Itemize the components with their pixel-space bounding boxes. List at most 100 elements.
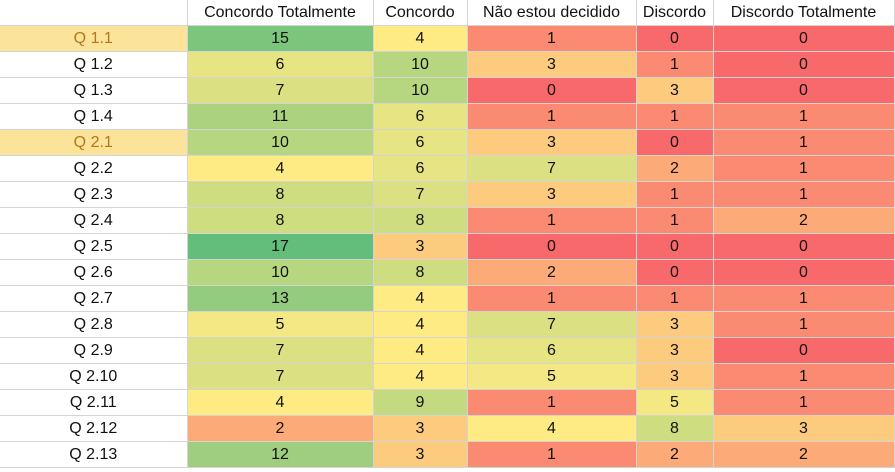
value-cell[interactable]: 0: [713, 51, 895, 78]
value-cell[interactable]: 0: [636, 259, 714, 286]
value-cell[interactable]: 5: [187, 311, 374, 338]
value-cell[interactable]: 15: [187, 25, 374, 52]
value-cell[interactable]: 3: [467, 129, 637, 156]
value-cell[interactable]: 4: [373, 363, 468, 390]
value-cell[interactable]: 1: [467, 207, 637, 234]
value-cell[interactable]: 6: [467, 337, 637, 364]
value-cell[interactable]: 4: [373, 311, 468, 338]
value-cell[interactable]: 3: [636, 337, 714, 364]
value-cell[interactable]: 10: [373, 77, 468, 104]
value-cell[interactable]: 5: [636, 389, 714, 416]
value-cell[interactable]: 12: [187, 441, 374, 468]
value-cell[interactable]: 7: [187, 363, 374, 390]
column-header[interactable]: Concordo Totalmente: [187, 0, 374, 26]
row-label-cell[interactable]: Q 2.9: [0, 337, 188, 364]
value-cell[interactable]: 7: [467, 155, 637, 182]
value-cell[interactable]: 1: [467, 25, 637, 52]
value-cell[interactable]: 3: [373, 415, 468, 442]
value-cell[interactable]: 13: [187, 285, 374, 312]
row-label-cell[interactable]: Q 2.11: [0, 389, 188, 416]
value-cell[interactable]: 6: [373, 155, 468, 182]
value-cell[interactable]: 1: [713, 389, 895, 416]
value-cell[interactable]: 0: [713, 77, 895, 104]
value-cell[interactable]: 2: [636, 155, 714, 182]
row-label-cell[interactable]: Q 2.1: [0, 129, 188, 156]
value-cell[interactable]: 4: [467, 415, 637, 442]
value-cell[interactable]: 1: [467, 441, 637, 468]
value-cell[interactable]: 3: [373, 441, 468, 468]
value-cell[interactable]: 1: [467, 389, 637, 416]
value-cell[interactable]: 1: [713, 285, 895, 312]
column-header[interactable]: Discordo Totalmente: [713, 0, 895, 26]
value-cell[interactable]: 3: [373, 233, 468, 260]
value-cell[interactable]: 8: [636, 415, 714, 442]
value-cell[interactable]: 0: [713, 233, 895, 260]
value-cell[interactable]: 0: [467, 77, 637, 104]
row-label-cell[interactable]: Q 2.10: [0, 363, 188, 390]
value-cell[interactable]: 3: [636, 77, 714, 104]
value-cell[interactable]: 10: [187, 129, 374, 156]
value-cell[interactable]: 8: [187, 207, 374, 234]
value-cell[interactable]: 1: [636, 51, 714, 78]
value-cell[interactable]: 1: [467, 103, 637, 130]
value-cell[interactable]: 4: [187, 389, 374, 416]
value-cell[interactable]: 1: [636, 103, 714, 130]
value-cell[interactable]: 0: [713, 259, 895, 286]
corner-header-cell[interactable]: [0, 0, 188, 26]
value-cell[interactable]: 3: [713, 415, 895, 442]
column-header[interactable]: Não estou decidido: [467, 0, 637, 26]
value-cell[interactable]: 7: [187, 337, 374, 364]
value-cell[interactable]: 0: [467, 233, 637, 260]
column-header[interactable]: Discordo: [636, 0, 714, 26]
value-cell[interactable]: 1: [636, 285, 714, 312]
value-cell[interactable]: 1: [713, 181, 895, 208]
value-cell[interactable]: 1: [467, 285, 637, 312]
row-label-cell[interactable]: Q 1.4: [0, 103, 188, 130]
value-cell[interactable]: 0: [713, 337, 895, 364]
column-header[interactable]: Concordo: [373, 0, 468, 26]
value-cell[interactable]: 8: [373, 207, 468, 234]
row-label-cell[interactable]: Q 2.5: [0, 233, 188, 260]
value-cell[interactable]: 2: [636, 441, 714, 468]
value-cell[interactable]: 0: [713, 25, 895, 52]
value-cell[interactable]: 1: [636, 207, 714, 234]
value-cell[interactable]: 7: [187, 77, 374, 104]
value-cell[interactable]: 2: [713, 441, 895, 468]
value-cell[interactable]: 8: [187, 181, 374, 208]
value-cell[interactable]: 8: [373, 259, 468, 286]
value-cell[interactable]: 6: [373, 129, 468, 156]
value-cell[interactable]: 5: [467, 363, 637, 390]
value-cell[interactable]: 2: [713, 207, 895, 234]
value-cell[interactable]: 3: [467, 181, 637, 208]
row-label-cell[interactable]: Q 2.4: [0, 207, 188, 234]
value-cell[interactable]: 4: [373, 25, 468, 52]
value-cell[interactable]: 10: [187, 259, 374, 286]
value-cell[interactable]: 4: [373, 285, 468, 312]
row-label-cell[interactable]: Q 2.3: [0, 181, 188, 208]
value-cell[interactable]: 1: [713, 363, 895, 390]
row-label-cell[interactable]: Q 1.2: [0, 51, 188, 78]
row-label-cell[interactable]: Q 2.2: [0, 155, 188, 182]
value-cell[interactable]: 1: [713, 311, 895, 338]
value-cell[interactable]: 3: [636, 311, 714, 338]
value-cell[interactable]: 7: [467, 311, 637, 338]
value-cell[interactable]: 6: [373, 103, 468, 130]
row-label-cell[interactable]: Q 2.7: [0, 285, 188, 312]
value-cell[interactable]: 10: [373, 51, 468, 78]
value-cell[interactable]: 1: [636, 181, 714, 208]
value-cell[interactable]: 17: [187, 233, 374, 260]
value-cell[interactable]: 7: [373, 181, 468, 208]
value-cell[interactable]: 1: [713, 155, 895, 182]
value-cell[interactable]: 3: [467, 51, 637, 78]
value-cell[interactable]: 4: [187, 155, 374, 182]
row-label-cell[interactable]: Q 1.1: [0, 25, 188, 52]
value-cell[interactable]: 4: [373, 337, 468, 364]
value-cell[interactable]: 3: [636, 363, 714, 390]
value-cell[interactable]: 9: [373, 389, 468, 416]
value-cell[interactable]: 2: [187, 415, 374, 442]
value-cell[interactable]: 6: [187, 51, 374, 78]
value-cell[interactable]: 0: [636, 233, 714, 260]
row-label-cell[interactable]: Q 2.6: [0, 259, 188, 286]
row-label-cell[interactable]: Q 2.12: [0, 415, 188, 442]
value-cell[interactable]: 2: [467, 259, 637, 286]
